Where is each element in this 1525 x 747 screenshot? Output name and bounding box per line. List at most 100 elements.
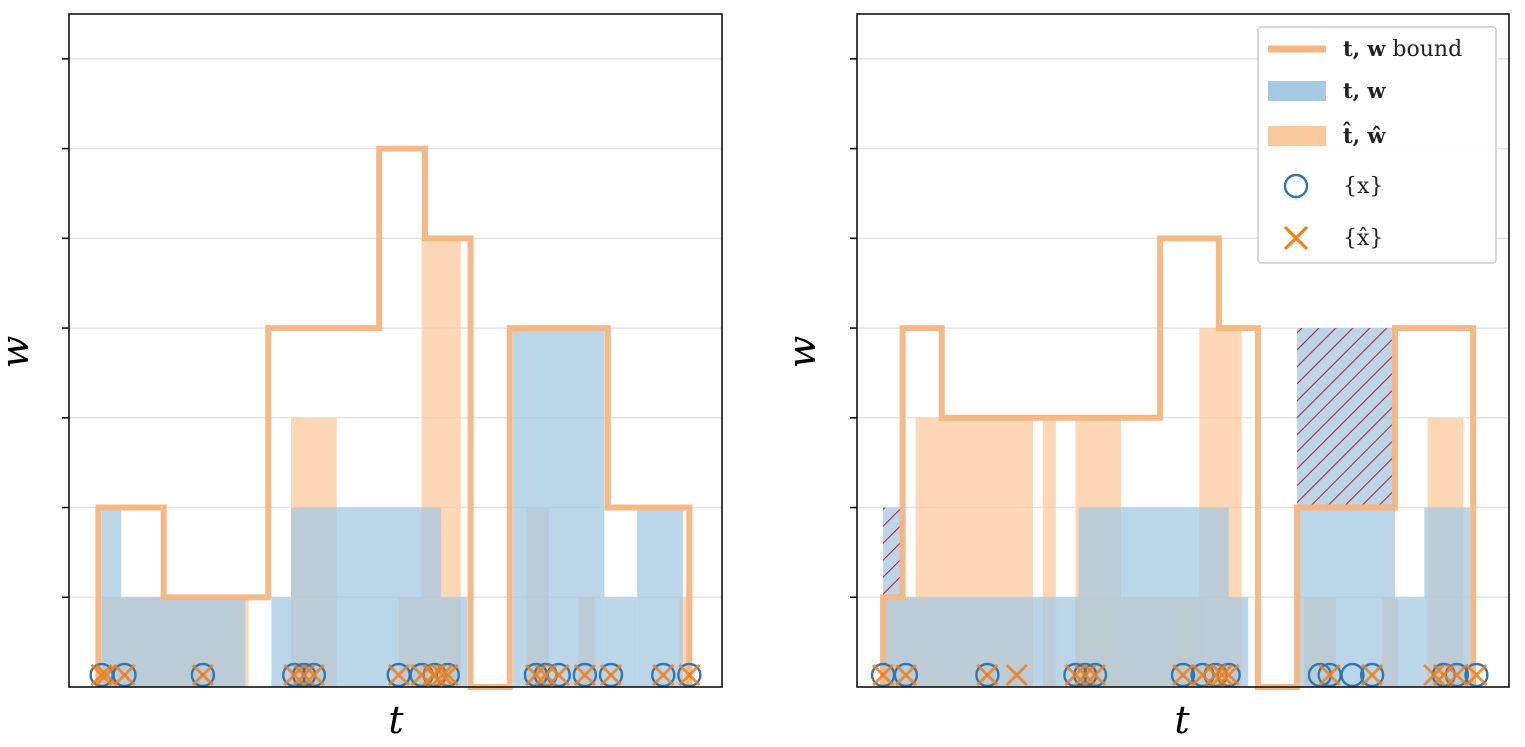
left-tw-bar xyxy=(271,597,292,687)
left-x-point xyxy=(677,662,702,688)
legend-bound-label: t, w bound xyxy=(1343,36,1462,62)
left-xhat-stroke xyxy=(191,663,214,687)
right-xhat-point xyxy=(1422,663,1446,687)
left-panel: t w xyxy=(0,13,723,742)
left-xhat-point xyxy=(431,663,454,687)
left-xhat-point xyxy=(678,663,701,687)
left-xhat-stroke xyxy=(547,663,570,687)
right-xhat-stroke xyxy=(1422,663,1446,687)
right-tw-bar xyxy=(1394,597,1425,687)
legend-that-label: t̂, ŵ xyxy=(1342,122,1386,148)
legend-x-label: {x} xyxy=(1343,174,1383,199)
left-xhat-stroke xyxy=(431,663,454,687)
right-tw-bar xyxy=(1078,507,1229,687)
right-panel: t w xyxy=(780,13,1510,742)
right-xhat-stroke xyxy=(1445,663,1468,687)
left-xhat-stroke xyxy=(573,663,596,687)
right-hatched-region xyxy=(1297,328,1395,508)
right-xhat-point xyxy=(1171,663,1195,687)
left-xhat-point xyxy=(283,663,306,687)
right-bound-line xyxy=(880,235,1477,690)
right-xhat-point xyxy=(1217,663,1240,687)
right-xhat-point xyxy=(1083,663,1107,687)
left-axes-frame xyxy=(62,13,723,688)
right-xhat-point xyxy=(1005,663,1028,687)
right-hatched-regions xyxy=(883,328,1395,598)
left-xhat-point xyxy=(95,663,118,687)
left-xhat-stroke xyxy=(113,663,136,687)
left-xhat-stroke xyxy=(293,663,316,687)
right-x-point xyxy=(975,662,1000,688)
left-tw-bar xyxy=(101,507,122,687)
left-xhat-point xyxy=(652,663,675,687)
left-xhat-point xyxy=(599,663,623,687)
right-xhat-stroke xyxy=(872,663,895,687)
left-xlabel: t xyxy=(388,698,404,742)
left-xhat-point xyxy=(524,663,547,687)
right-xhat-stroke xyxy=(976,663,999,687)
right-axes-frame xyxy=(850,13,1510,688)
left-xhat-point xyxy=(573,663,596,687)
legend-tw-swatch xyxy=(1268,81,1326,101)
left-xhat-point xyxy=(547,663,570,687)
left-x-point xyxy=(190,662,216,688)
right-markers xyxy=(870,662,1489,688)
left-xhat-point xyxy=(293,663,316,687)
right-xhat-point xyxy=(894,663,917,687)
left-xhat-stroke xyxy=(652,663,675,687)
right-xhat-point xyxy=(872,663,895,687)
right-xlabel: t xyxy=(1174,698,1190,742)
left-x-point xyxy=(598,662,624,688)
left-xhat-point xyxy=(302,663,325,687)
left-xhat-stroke xyxy=(90,663,113,687)
right-xhat-stroke xyxy=(1005,663,1028,687)
right-xhat-stroke xyxy=(1361,663,1384,687)
right-xhat-point xyxy=(976,663,999,687)
left-x-point xyxy=(572,662,598,688)
right-xhat-stroke xyxy=(1074,663,1097,687)
left-markers xyxy=(89,662,702,688)
left-xhat-point xyxy=(113,663,136,687)
right-hatched-region xyxy=(883,507,903,598)
legend: t, w bound t, w t̂, ŵ {x} {x̂} xyxy=(1257,26,1497,264)
right-xhat-stroke xyxy=(1211,663,1234,687)
right-x-point xyxy=(1359,662,1385,688)
left-xhat-point xyxy=(387,663,410,687)
right-xhat-point xyxy=(1211,663,1234,687)
right-xhat-stroke xyxy=(894,663,917,687)
legend-tw-label: t, w xyxy=(1343,78,1386,103)
left-xhat-stroke xyxy=(422,663,445,687)
right-tw-bar xyxy=(902,597,1063,687)
right-xhat-stroke xyxy=(1318,663,1341,687)
left-ylabel: w xyxy=(0,336,37,369)
left-tw-bar xyxy=(121,597,246,687)
right-xhat-point xyxy=(1064,663,1087,687)
left-tw-bar xyxy=(513,328,605,687)
legend-that-swatch xyxy=(1268,126,1326,146)
left-xhat-stroke xyxy=(524,663,547,687)
left-axes-box xyxy=(68,13,723,688)
right-xhat-point xyxy=(1465,663,1488,687)
legend-x-marker xyxy=(1283,173,1309,199)
right-x-point xyxy=(1464,662,1489,688)
left-xhat-point xyxy=(90,663,113,687)
left-xhat-stroke xyxy=(678,663,701,687)
right-x-point xyxy=(1340,662,1365,688)
right-xhat-stroke xyxy=(1217,663,1240,687)
left-xhat-stroke xyxy=(599,663,623,687)
left-xhat-stroke xyxy=(283,663,306,687)
right-ylabel: w xyxy=(780,336,824,369)
right-tw-bar xyxy=(1424,507,1470,687)
left-that-bar xyxy=(679,597,690,687)
right-x-point xyxy=(893,662,919,688)
left-xhat-stroke xyxy=(302,663,325,687)
right-xhat-stroke xyxy=(1083,663,1107,687)
right-bound-step xyxy=(880,235,1477,690)
left-tw-bars xyxy=(101,328,683,687)
legend-xhat-marker xyxy=(1283,225,1309,251)
right-xhat-stroke xyxy=(1064,663,1087,687)
right-axes-box xyxy=(856,13,1510,688)
right-xhat-point xyxy=(1445,663,1468,687)
right-x-point xyxy=(1170,662,1196,688)
